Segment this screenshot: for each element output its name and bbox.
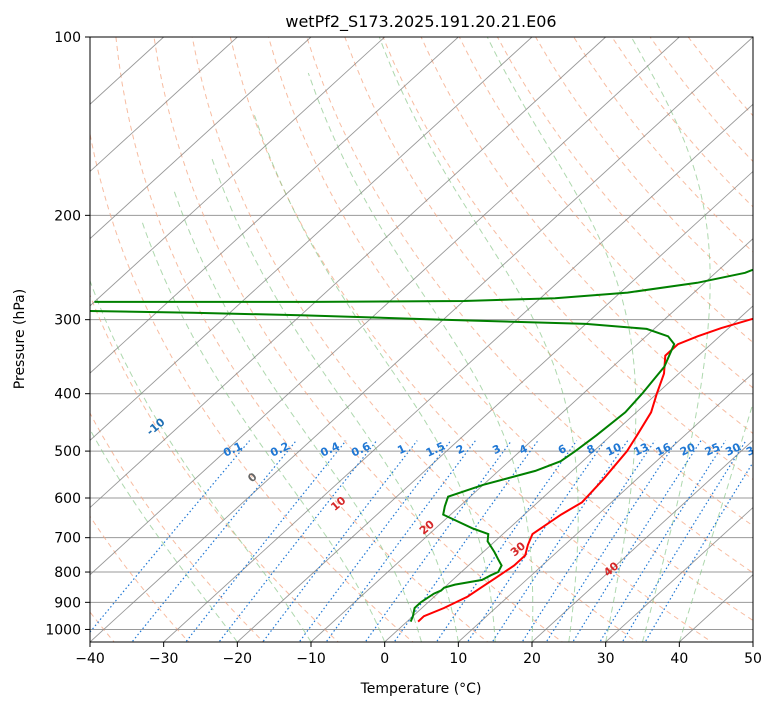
isotherm-line [605, 506, 753, 642]
moist-adiabat [141, 221, 386, 642]
moist-adiabat [90, 279, 312, 642]
mixing-ratio-line [545, 440, 678, 642]
data-lines [90, 268, 753, 623]
plot-frame [89, 36, 754, 643]
dry-adiabat [115, 37, 489, 642]
dry-adiabat [90, 412, 265, 642]
moist-adiabat [378, 37, 579, 642]
dry-adiabat [420, 37, 753, 435]
moist-adiabat [253, 114, 496, 642]
isotherm-line [90, 37, 533, 441]
mixing-ratio-label: 30 [723, 440, 743, 458]
moist-adiabat [486, 37, 637, 642]
x-tick-label: 30 [597, 651, 615, 667]
isotherm-line [458, 372, 753, 642]
dry-adiabat [153, 37, 564, 642]
isotherm-line [90, 37, 312, 240]
x-tick-label: −30 [149, 651, 179, 667]
y-tick-label: 600 [54, 491, 81, 507]
mixing-ratio-label: 20 [678, 440, 698, 458]
isotherm-line [90, 37, 459, 374]
y-tick-label: 500 [54, 444, 81, 460]
mixing-ratio-line [262, 440, 418, 642]
isotherm-line [90, 37, 385, 307]
isotherm-line [531, 439, 753, 642]
y-tick-label: 1000 [45, 622, 81, 638]
y-tick-label: 100 [54, 30, 81, 46]
isotherm-line [90, 37, 680, 576]
x-tick-label: −10 [296, 651, 326, 667]
x-tick-label: 40 [670, 651, 688, 667]
temperature-profile-line [417, 317, 753, 623]
isotherm-line [90, 37, 753, 642]
isotherm-line [90, 37, 238, 173]
isotherm-line [384, 305, 753, 642]
mixing-ratio-line [185, 440, 347, 642]
moist-adiabat [630, 37, 711, 642]
dry-adiabat [458, 37, 753, 389]
mixing-ratio-line [572, 440, 702, 642]
y-tick-label: 400 [54, 387, 81, 403]
mixing-ratio-line [393, 440, 539, 642]
y-tick-label: 900 [54, 595, 81, 611]
moist-adiabat [678, 401, 753, 642]
moist-adiabat [172, 188, 422, 642]
isotherm-line [90, 37, 606, 509]
x-tick-label: 20 [523, 651, 541, 667]
mixing-ratio-label: 36 [744, 440, 764, 458]
chart-title: wetPf2_S173.2025.191.20.21.E06 [285, 12, 556, 32]
moist-adiabat [90, 428, 238, 642]
x-axis: −40 −30 −20 −10 0 10 20 30 40 50 [75, 642, 762, 667]
dewpoint-profile-upper-line [94, 268, 753, 303]
isotherm-line [237, 170, 753, 642]
x-tick-label: −20 [223, 651, 253, 667]
dry-adiabat [90, 293, 339, 642]
mixing-ratio-label: 16 [654, 440, 674, 458]
mixing-ratio-line [599, 440, 727, 642]
mixing-ratio-line [218, 440, 378, 642]
dry-adiabat [191, 37, 638, 642]
dry-adiabat [90, 515, 190, 642]
dry-adiabat [535, 37, 753, 298]
dry-adiabat [90, 131, 414, 642]
mixing-ratio-label: 10 [604, 440, 624, 458]
x-tick-label: −40 [75, 651, 105, 667]
x-axis-label: Temperature (°C) [360, 681, 482, 697]
mixing-ratio-line [466, 440, 606, 642]
y-tick-label: 700 [54, 531, 81, 547]
x-tick-label: 10 [449, 651, 467, 667]
dry-adiabat [306, 37, 753, 574]
y-axis: 1000 900 800 700 600 500 400 300 200 100 [45, 30, 90, 638]
y-tick-label: 800 [54, 565, 81, 581]
isotherm-line [310, 238, 753, 642]
y-tick-label: 300 [54, 313, 81, 329]
dry-adiabat [344, 37, 753, 527]
x-tick-label: 0 [380, 651, 389, 667]
mixing-ratio-label: 25 [703, 440, 722, 458]
moist-adiabat [307, 72, 534, 642]
mixing-ratio-line [521, 440, 656, 642]
mixing-ratio-line [644, 461, 753, 642]
mixing-ratio-line [621, 440, 747, 642]
y-axis-label: Pressure (hPa) [12, 289, 28, 389]
mixing-ratio-label: 13 [631, 440, 650, 458]
dry-adiabat [229, 37, 713, 642]
dewpoint-profile-line [90, 309, 676, 622]
moist-adiabat [211, 157, 459, 642]
isotherm-line [163, 103, 753, 642]
x-tick-label: 50 [744, 651, 762, 667]
y-tick-label: 200 [54, 208, 81, 224]
